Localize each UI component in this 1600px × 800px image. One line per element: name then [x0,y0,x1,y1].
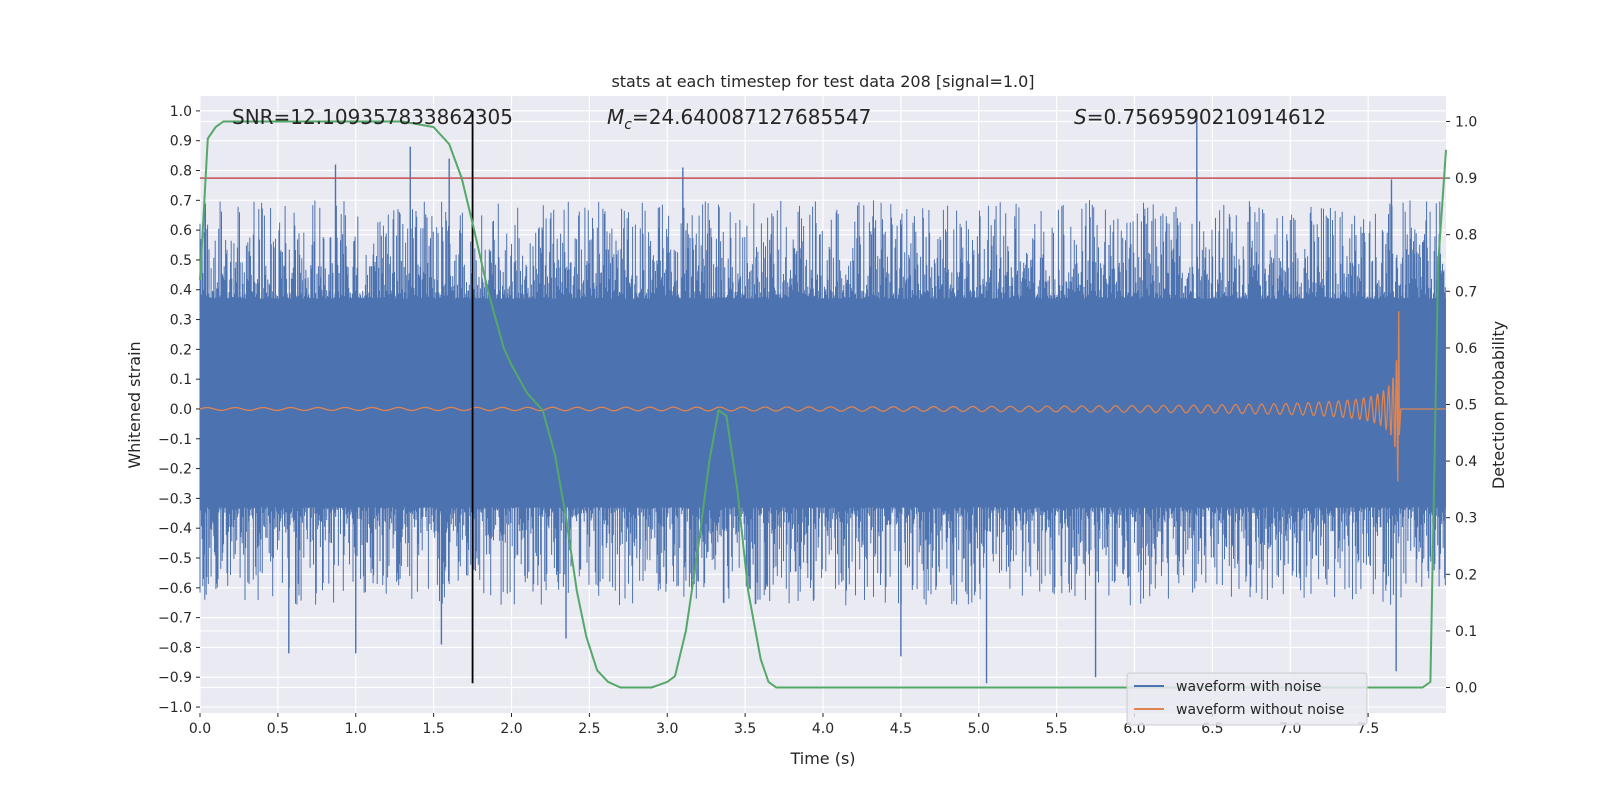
noise-spikes [199,200,1446,606]
y-tick-label: −0.4 [158,521,192,537]
y2-tick-label: 0.3 [1455,511,1477,527]
y-axis-label: Whitened strain [125,341,144,468]
y2-tick-label: 0.5 [1455,398,1477,414]
y-tick-label: 0.2 [170,342,192,358]
chirp-mass-symbol: M [607,105,624,129]
snr-annotation: SNR=12.109357833862305 [232,105,513,129]
s-value: =0.7569590210914612 [1087,105,1326,129]
y2-tick-label: 0.6 [1455,341,1477,357]
y-tick-label: 0.0 [170,402,192,418]
x-tick-label: 0.5 [267,721,289,737]
y-tick-label: 1.0 [170,104,192,120]
x-tick-label: 1.5 [422,721,444,737]
y-tick-label: −0.3 [158,491,192,507]
legend-label-noise: waveform with noise [1176,679,1321,695]
y-tick-label: 0.9 [170,134,192,150]
s-symbol: S [1074,105,1087,129]
x-tick-label: 4.5 [890,721,912,737]
y-tick-label: −0.1 [158,432,192,448]
probability-line [199,120,1447,689]
y-tick-label: −0.8 [158,640,192,656]
y2-tick-label: 0.4 [1455,454,1477,470]
y-tick-label: 0.6 [170,223,192,239]
x-tick-label: 4.0 [812,721,834,737]
y2-axis-label: Detection probability [1489,321,1508,489]
overlays [200,110,1446,684]
y-tick-label: −0.9 [158,670,192,686]
x-tick-label: 5.5 [1045,721,1067,737]
y-tick-label: −1.0 [158,700,192,716]
y-tick-label: −0.2 [158,462,192,478]
y2-tick-label: 0.0 [1455,681,1477,697]
y2-tick-label: 0.7 [1455,284,1477,300]
y-tick-label: −0.6 [158,581,192,597]
noise-series [199,110,1446,684]
y2-tick-label: 0.8 [1455,228,1477,244]
chirp-mass-value: =24.640087127685547 [632,105,871,129]
clean-series [199,311,1446,482]
chirp-mass-annotation: Mc=24.640087127685547 [607,105,871,133]
y-tick-label: 0.7 [170,193,192,209]
x-tick-label: 5.0 [968,721,990,737]
chart-title: stats at each timestep for test data 208… [611,72,1034,91]
x-tick-label: 2.5 [578,721,600,737]
y-tick-label: 0.5 [170,253,192,269]
y-tick-label: −0.5 [158,551,192,567]
s-annotation: S=0.7569590210914612 [1074,105,1326,129]
y2-tick-label: 0.1 [1455,624,1477,640]
legend-label-clean: waveform without noise [1176,702,1344,718]
chirp-mass-subscript: c [624,117,632,133]
x-tick-label: 3.5 [734,721,756,737]
legend: waveform with noise waveform without noi… [1126,672,1368,726]
y-tick-label: −0.7 [158,611,192,627]
y-tick-label: 0.3 [170,313,192,329]
y-tick-label: 0.8 [170,164,192,180]
x-axis-label: Time (s) [789,749,855,768]
y-tick-label: 0.1 [170,372,192,388]
probability-series [199,120,1447,689]
x-tick-label: 3.0 [656,721,678,737]
x-tick-label: 0.0 [189,721,211,737]
legend-box [1126,672,1368,726]
x-tick-label: 1.0 [345,721,367,737]
y2-tick-label: 1.0 [1455,114,1477,130]
y2-tick-label: 0.2 [1455,567,1477,583]
y2-tick-label: 0.9 [1455,171,1477,187]
x-tick-label: 2.0 [500,721,522,737]
y-tick-label: 0.4 [170,283,192,299]
axes: 0.0 0.5 1.0 1.5 2.0 2.5 3.0 3.5 4.0 4.5 5.0 5.5 6.0 6… [158,104,1477,737]
clean-waveform-line [199,311,1446,482]
